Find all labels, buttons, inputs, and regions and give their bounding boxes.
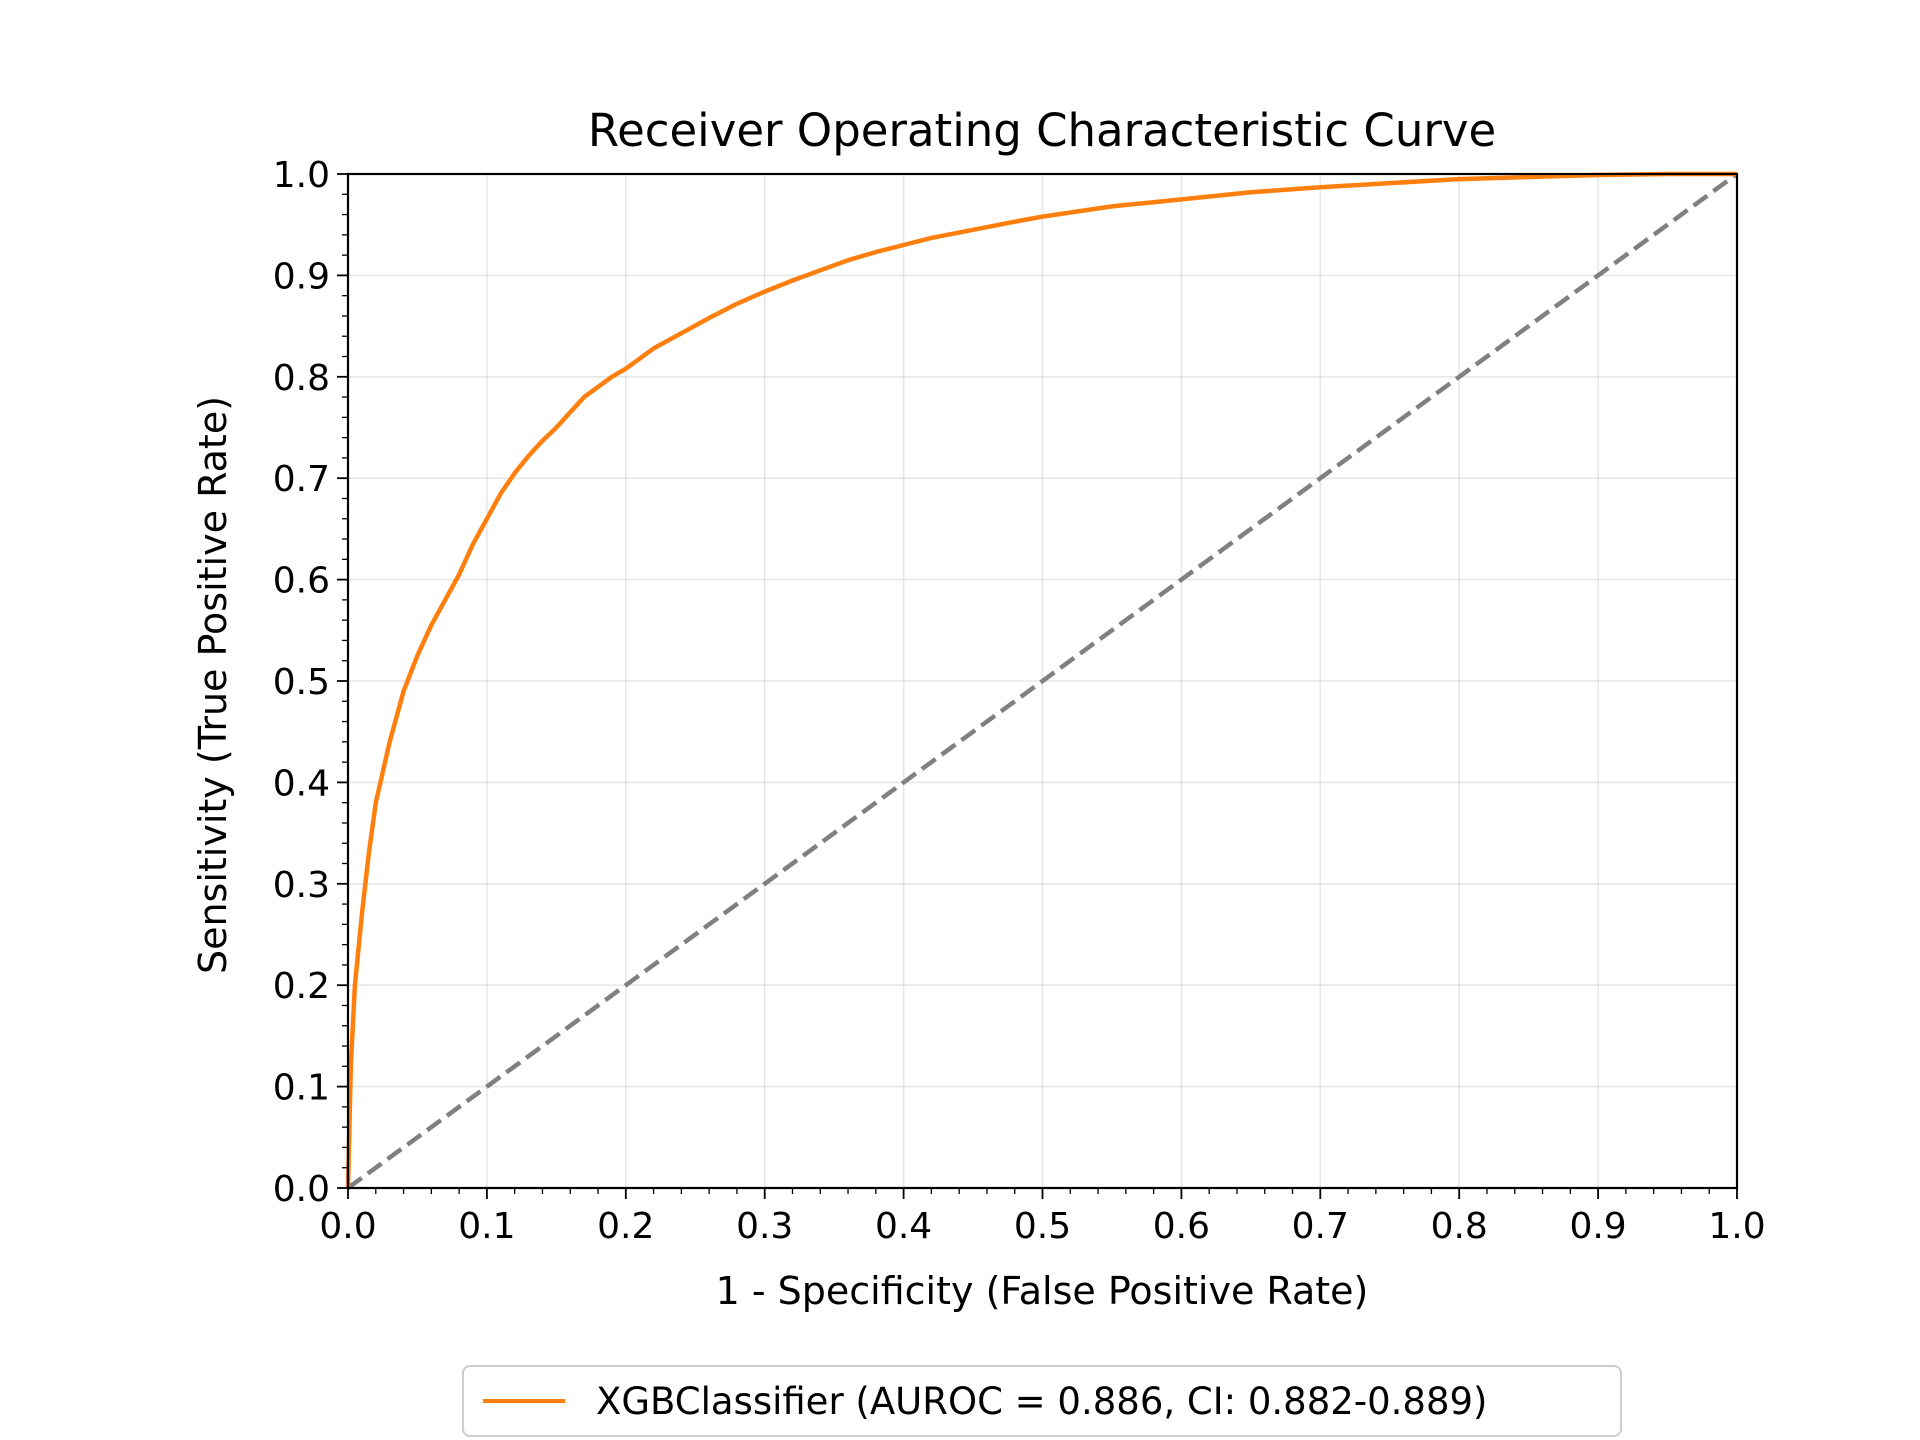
y-tick-label: 0.2 (273, 966, 330, 1007)
y-tick-label: 0.8 (273, 358, 330, 399)
y-tick-label: 0.7 (273, 459, 330, 500)
y-axis-label: Sensitivity (True Positive Rate) (191, 396, 235, 974)
y-tick-label: 0.1 (273, 1068, 330, 1109)
legend-box (462, 1365, 1622, 1437)
x-tick-label: 0.6 (1153, 1206, 1210, 1247)
x-tick-label: 0.3 (736, 1206, 793, 1247)
series-layer (345, 171, 1739, 1190)
y-tick-label: 0.3 (273, 865, 330, 906)
y-tick-label: 0.9 (273, 256, 330, 297)
y-tick-label: 0.5 (273, 662, 330, 703)
roc-curve-line (345, 171, 1737, 1189)
x-tick-label: 0.9 (1569, 1206, 1626, 1247)
x-tick-label: 0.2 (597, 1206, 654, 1247)
y-tick-label: 1.0 (273, 155, 330, 196)
x-axis-label: 1 - Specificity (False Positive Rate) (716, 1269, 1369, 1313)
legend-label: XGBClassifier (AUROC = 0.886, CI: 0.882-… (596, 1380, 1488, 1423)
y-axis: 0.0 0.1 0.2 0.3 0.4 0.5 0.6 0.7 0.8 0.9 1.0 (273, 155, 348, 1210)
x-tick-label: 0.4 (875, 1206, 932, 1247)
x-tick-label: 0.0 (319, 1206, 376, 1247)
legend: XGBClassifier (AUROC = 0.886, CI: 0.882-… (462, 1365, 1622, 1437)
x-tick-label: 1.0 (1708, 1206, 1765, 1247)
x-axis: 0.0 0.1 0.2 0.3 0.4 0.5 0.6 0.7 0.8 0.9 1.0 (319, 1188, 1766, 1247)
chance-reference-line (346, 172, 1739, 1190)
x-tick-label: 0.5 (1014, 1206, 1071, 1247)
x-tick-label: 0.7 (1292, 1206, 1349, 1247)
y-tick-label: 0.4 (273, 763, 330, 804)
x-tick-label: 0.1 (458, 1206, 515, 1247)
y-tick-label: 0.6 (273, 561, 330, 602)
chart-title: Receiver Operating Characteristic Curve (588, 104, 1496, 157)
x-tick-label: 0.8 (1431, 1206, 1488, 1247)
y-tick-label: 0.0 (273, 1169, 330, 1210)
